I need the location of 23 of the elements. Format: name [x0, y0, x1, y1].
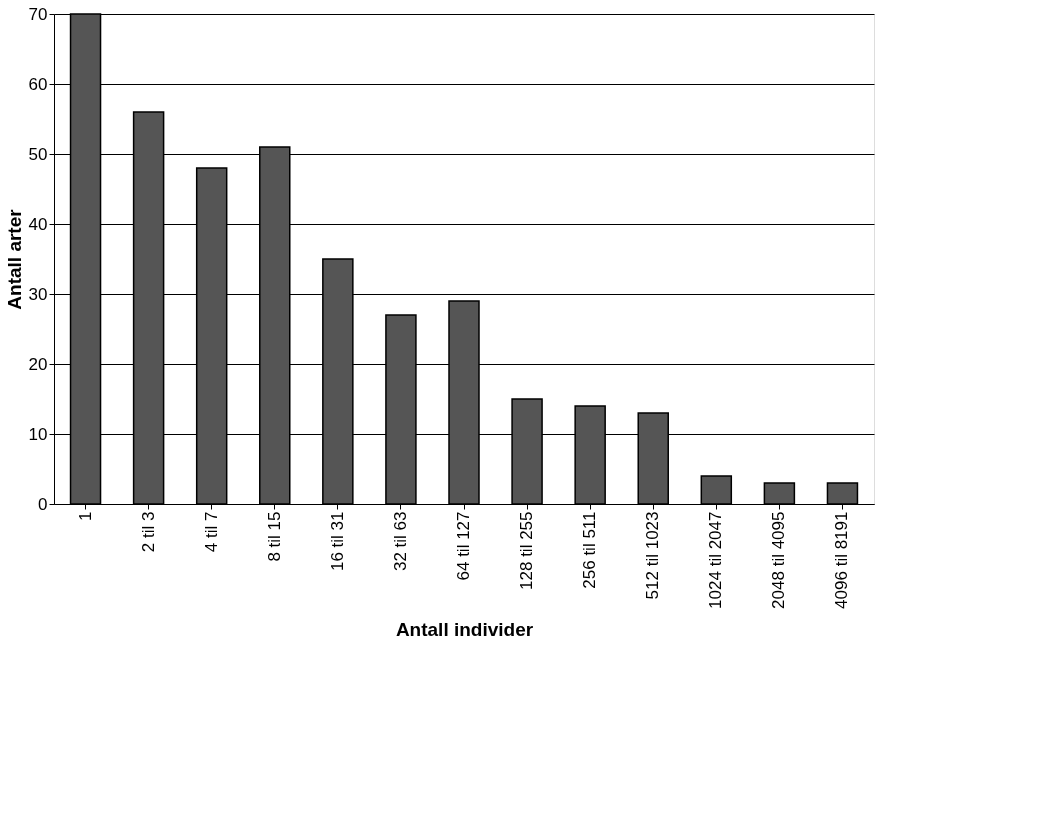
y-axis-title: Antall arter [3, 208, 25, 310]
y-tick-label: 60 [28, 74, 48, 94]
x-axis-title: Antall individer [395, 618, 534, 640]
x-tick-label: 32 til 63 [390, 511, 410, 572]
x-tick-label: 2 til 3 [138, 511, 158, 553]
x-tick-label: 128 til 255 [517, 511, 537, 590]
y-tick-label: 70 [28, 4, 48, 24]
x-tick-label: 256 til 511 [580, 511, 600, 589]
y-tick-label: 30 [28, 284, 48, 304]
y-tick-label: 50 [28, 144, 48, 164]
x-tick-label: 8 til 15 [264, 511, 284, 562]
x-tick-label: 4096 til 8191 [832, 511, 852, 609]
y-tick-label: 0 [38, 494, 48, 514]
x-tick-label: 16 til 31 [327, 511, 347, 572]
x-tick-label: 64 til 127 [454, 511, 473, 581]
x-tick-label: 4 til 7 [201, 511, 221, 553]
x-tick-label: 1024 til 2047 [706, 511, 726, 609]
y-tick-label: 40 [28, 214, 48, 234]
x-tick-label: 2048 til 4095 [769, 511, 789, 609]
y-tick-label: 20 [28, 354, 48, 374]
y-tick-label: 10 [28, 424, 48, 444]
x-tick-label: 512 til 1023 [643, 511, 663, 600]
x-tick-label: 1 [75, 511, 95, 521]
